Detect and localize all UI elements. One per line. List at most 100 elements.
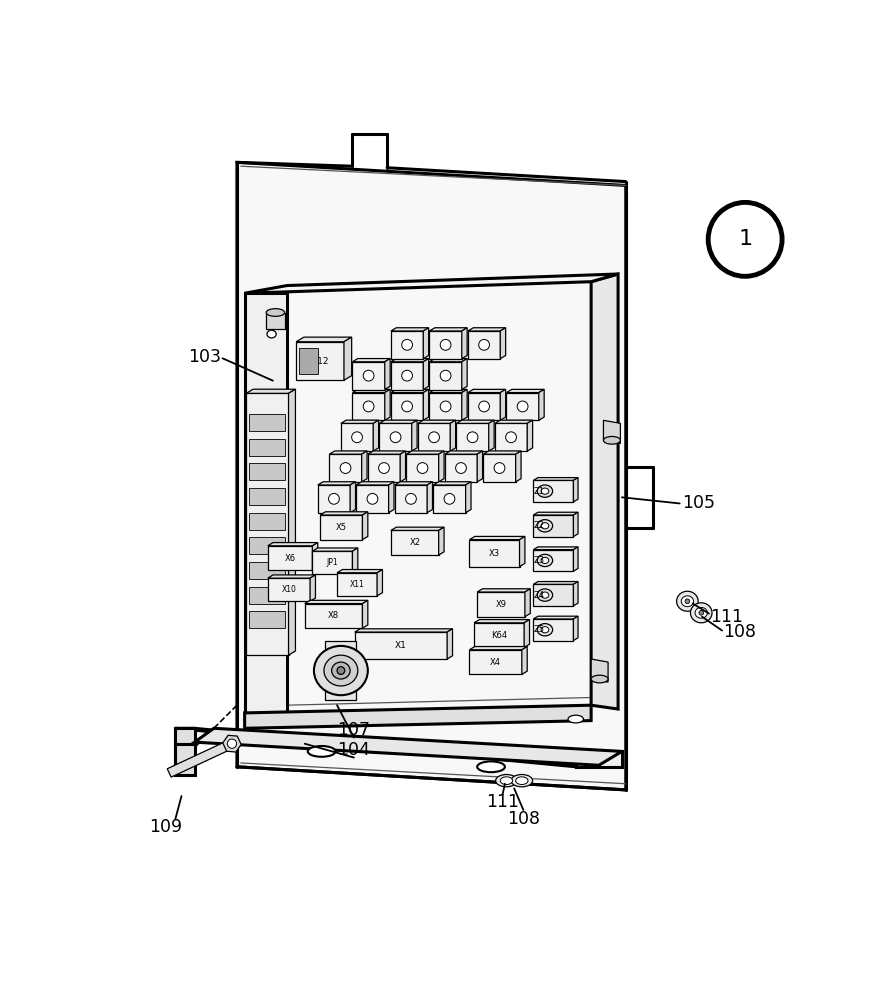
Polygon shape xyxy=(344,337,351,380)
Polygon shape xyxy=(337,570,383,573)
Polygon shape xyxy=(249,488,285,505)
Polygon shape xyxy=(429,331,462,359)
Text: X6: X6 xyxy=(285,554,295,563)
Polygon shape xyxy=(434,482,471,485)
Polygon shape xyxy=(519,536,524,567)
Polygon shape xyxy=(462,389,467,420)
Polygon shape xyxy=(574,478,578,502)
Polygon shape xyxy=(516,451,521,482)
Text: X5: X5 xyxy=(335,523,347,532)
Polygon shape xyxy=(352,548,358,574)
Polygon shape xyxy=(474,623,524,647)
Polygon shape xyxy=(439,451,444,482)
Ellipse shape xyxy=(267,330,277,338)
Ellipse shape xyxy=(324,655,358,686)
Polygon shape xyxy=(424,328,429,359)
Ellipse shape xyxy=(337,667,344,674)
Text: 111: 111 xyxy=(711,608,743,626)
Text: X12: X12 xyxy=(311,357,329,366)
Polygon shape xyxy=(244,274,618,293)
Text: Z5: Z5 xyxy=(533,625,544,634)
Polygon shape xyxy=(604,420,621,443)
Polygon shape xyxy=(355,629,452,632)
Polygon shape xyxy=(176,728,599,767)
Polygon shape xyxy=(591,659,608,682)
Polygon shape xyxy=(468,328,506,331)
Ellipse shape xyxy=(541,557,549,564)
Ellipse shape xyxy=(690,603,712,623)
Ellipse shape xyxy=(496,774,517,787)
Polygon shape xyxy=(312,548,358,551)
Polygon shape xyxy=(296,337,351,342)
Polygon shape xyxy=(457,420,494,423)
Text: X1: X1 xyxy=(395,641,407,650)
Ellipse shape xyxy=(537,554,553,567)
Ellipse shape xyxy=(541,627,549,633)
Polygon shape xyxy=(401,451,406,482)
Polygon shape xyxy=(533,478,578,480)
Polygon shape xyxy=(474,620,530,623)
Polygon shape xyxy=(533,584,574,606)
Polygon shape xyxy=(447,629,452,659)
Polygon shape xyxy=(468,331,500,359)
Text: Z2: Z2 xyxy=(533,521,544,530)
Polygon shape xyxy=(249,562,285,579)
Polygon shape xyxy=(391,331,424,359)
Polygon shape xyxy=(244,705,591,728)
Text: X8: X8 xyxy=(328,611,339,620)
Polygon shape xyxy=(527,420,533,451)
Ellipse shape xyxy=(591,675,608,683)
Polygon shape xyxy=(305,600,368,604)
Text: X10: X10 xyxy=(282,585,296,594)
Polygon shape xyxy=(407,451,444,454)
Text: 104: 104 xyxy=(337,741,370,759)
Polygon shape xyxy=(575,751,622,767)
Polygon shape xyxy=(533,512,578,515)
Polygon shape xyxy=(533,550,574,571)
Polygon shape xyxy=(412,420,417,451)
Ellipse shape xyxy=(363,370,374,381)
Polygon shape xyxy=(352,362,384,389)
Ellipse shape xyxy=(537,589,553,601)
Polygon shape xyxy=(429,328,467,331)
Polygon shape xyxy=(395,485,427,513)
Polygon shape xyxy=(524,589,531,617)
Polygon shape xyxy=(237,162,626,790)
Polygon shape xyxy=(268,543,318,546)
Polygon shape xyxy=(329,451,368,454)
Polygon shape xyxy=(246,393,288,655)
Polygon shape xyxy=(424,389,429,420)
Ellipse shape xyxy=(351,432,362,443)
Polygon shape xyxy=(223,735,241,752)
Polygon shape xyxy=(507,389,544,393)
Polygon shape xyxy=(288,389,295,655)
Ellipse shape xyxy=(479,401,490,412)
Ellipse shape xyxy=(479,339,490,350)
Text: X9: X9 xyxy=(496,600,507,609)
Polygon shape xyxy=(591,274,618,709)
Text: Z4: Z4 xyxy=(533,591,544,600)
Polygon shape xyxy=(391,362,424,389)
Ellipse shape xyxy=(266,309,285,316)
Ellipse shape xyxy=(541,592,549,598)
Polygon shape xyxy=(483,451,521,454)
Polygon shape xyxy=(176,744,194,774)
Polygon shape xyxy=(429,359,467,362)
Ellipse shape xyxy=(401,339,412,350)
Ellipse shape xyxy=(568,715,583,723)
Ellipse shape xyxy=(537,485,553,497)
Ellipse shape xyxy=(441,401,451,412)
Polygon shape xyxy=(391,530,439,555)
Ellipse shape xyxy=(417,463,428,473)
Text: Z3: Z3 xyxy=(533,556,544,565)
Polygon shape xyxy=(356,485,389,513)
Polygon shape xyxy=(296,342,344,380)
Ellipse shape xyxy=(378,463,390,473)
Polygon shape xyxy=(407,454,439,482)
Polygon shape xyxy=(500,328,506,359)
Polygon shape xyxy=(434,485,466,513)
Polygon shape xyxy=(312,551,352,574)
Polygon shape xyxy=(429,393,462,420)
Polygon shape xyxy=(477,592,524,617)
Text: X4: X4 xyxy=(490,658,501,667)
